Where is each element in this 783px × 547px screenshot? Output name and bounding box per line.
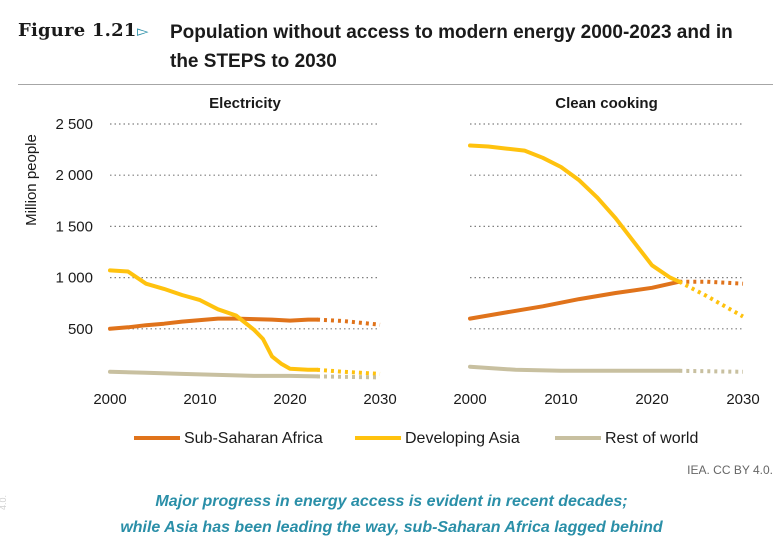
chart-area: Electricity 500 1 000 1 500 2 000 2 500 Millio… — [23, 95, 760, 447]
credit-text: IEA. CC BY 4.0. — [687, 463, 773, 477]
figure-title-line-1: Population without access to modern ener… — [170, 22, 733, 43]
projection-line-ssa-0 — [316, 317, 381, 327]
figure-title: Population without access to modern ener… — [170, 18, 770, 76]
panel-title-1: Clean cooking — [555, 95, 658, 112]
y-tick-label: 500 — [68, 321, 93, 338]
x-tick-label: 2010 — [183, 391, 216, 408]
y-tick-label: 2 000 — [55, 167, 93, 184]
figure-arrow-icon: ▻ — [137, 23, 149, 40]
projection-line-asia-0 — [316, 367, 381, 376]
figure-title-line-2: the STEPS to 2030 — [170, 51, 337, 72]
x-tick-label: 2020 — [635, 391, 668, 408]
side-watermark: 4.0. — [0, 494, 8, 510]
panel-title-0: Electricity — [209, 95, 281, 112]
legend-label-row: Rest of world — [605, 430, 698, 447]
projection-line-row-1 — [679, 368, 744, 374]
series-line-ssa-1 — [468, 279, 682, 321]
series-line-asia-1 — [468, 143, 682, 284]
series-line-row-1 — [468, 364, 682, 373]
x-tick-label: 2000 — [453, 391, 486, 408]
series-line-row-0 — [108, 369, 319, 379]
caption-line-2: while Asia has been leading the way, sub… — [120, 519, 663, 536]
x-tick-label: 2000 — [93, 391, 126, 408]
y-tick-label: 2 500 — [55, 116, 93, 133]
x-tick-label: 2030 — [726, 391, 759, 408]
title-divider — [18, 84, 773, 85]
projection-line-ssa-1 — [679, 279, 744, 286]
y-axis-title: Million people — [23, 134, 40, 226]
y-tick-label: 1 000 — [55, 270, 93, 287]
legend-label-ssa: Sub-Saharan Africa — [184, 430, 323, 447]
y-tick-label: 1 500 — [55, 218, 93, 235]
x-tick-label: 2030 — [363, 391, 396, 408]
x-tick-label: 2020 — [273, 391, 306, 408]
series-line-ssa-0 — [108, 316, 319, 331]
projection-line-asia-1 — [678, 279, 744, 319]
x-tick-label: 2010 — [544, 391, 577, 408]
caption-line-1: Major progress in energy access is evide… — [155, 493, 628, 510]
figure-label: Figure 1.21 — [18, 20, 137, 41]
legend-label-asia: Developing Asia — [405, 430, 520, 447]
projection-line-row-0 — [316, 374, 381, 380]
series-line-asia-0 — [108, 268, 319, 372]
